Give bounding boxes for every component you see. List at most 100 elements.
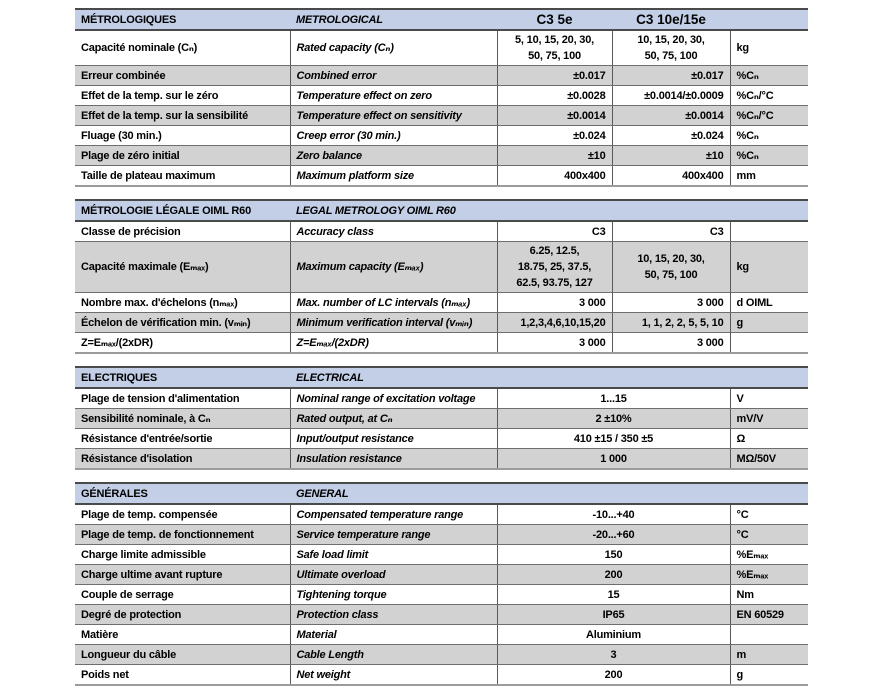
spec-row: Capacité nominale (Cₙ) Rated capacity (Cₙ… (75, 30, 808, 66)
header-unit-spacer (730, 9, 808, 31)
row-label-fr: Z=Eₘₐₓ/(2xDR) (75, 332, 291, 354)
row-unit: MΩ/50V (730, 448, 808, 470)
row-value: IP65 (497, 604, 731, 625)
spec-row: Couple de serrage Tightening torque 15 Nm (75, 584, 808, 605)
row-label-fr: Échelon de vérification min. (vₘᵢₙ) (75, 312, 291, 333)
row-label-en: Rated capacity (Cₙ) (290, 30, 498, 66)
row-label-en: Rated output, at Cₙ (290, 408, 498, 429)
row-label-fr: Capacité nominale (Cₙ) (75, 30, 291, 66)
spec-row: Z=Eₘₐₓ/(2xDR) Z=Eₘₐₓ/(2xDR) 3 000 3 000 (75, 332, 808, 354)
row-value: 3 (497, 644, 731, 665)
row-unit (730, 624, 808, 645)
row-label-en: Zero balance (290, 145, 498, 166)
spec-row: Degré de protection Protection class IP65 E… (75, 604, 808, 625)
spec-row: Effet de la temp. sur le zéro Temperature… (75, 85, 808, 106)
row-unit: mV/V (730, 408, 808, 429)
section-table-metrologie-legale: MÉTROLOGIE LÉGALE OIML R60 LEGAL METROLOG… (75, 199, 808, 354)
model-header-c3-5e: C3 5e (497, 9, 612, 31)
spec-row: Échelon de vérification min. (vₘᵢₙ) Minim… (75, 312, 808, 333)
row-label-fr: Résistance d'entrée/sortie (75, 428, 291, 449)
section-table-metrologiques: MÉTROLOGIQUES METROLOGICAL C3 5e C3 10e/15e… (75, 8, 808, 187)
row-label-en: Maximum capacity (Eₘₐₓ) (290, 241, 498, 293)
row-value-2: 3 000 (612, 332, 731, 354)
row-label-fr: Classe de précision (75, 221, 291, 242)
row-unit: °C (730, 524, 808, 545)
row-value: 150 (497, 544, 731, 565)
model-header-c3-10e-15e: C3 10e/15e (612, 9, 730, 31)
section-title-en: LEGAL METROLOGY OIML R60 (290, 200, 497, 222)
row-value-1: ±0.0028 (497, 85, 613, 106)
section-title-en: GENERAL (290, 483, 497, 505)
row-label-en: Accuracy class (290, 221, 498, 242)
row-label-fr: Capacité maximale (Eₘₐₓ) (75, 241, 291, 293)
row-label-en: Temperature effect on sensitivity (290, 105, 498, 126)
row-value-1: ±0.017 (497, 65, 613, 86)
row-value-2: ±0.0014/±0.0009 (612, 85, 731, 106)
section-title-fr: ELECTRIQUES (75, 367, 290, 389)
row-value: 200 (497, 664, 731, 686)
row-value: 410 ±15 / 350 ±5 (497, 428, 731, 449)
row-value-2: ±0.0014 (612, 105, 731, 126)
row-value-2: 10, 15, 20, 30, 50, 75, 100 (612, 30, 731, 66)
section-header-row: MÉTROLOGIQUES METROLOGICAL C3 5e C3 10e/15e (75, 9, 808, 31)
row-value-2: 1, 1, 2, 2, 5, 5, 10 (612, 312, 731, 333)
row-value-1: ±0.024 (497, 125, 613, 146)
spec-row: Taille de plateau maximum Maximum platfor… (75, 165, 808, 187)
row-label-en: Material (290, 624, 498, 645)
spec-row: Fluage (30 min.) Creep error (30 min.) ±0.… (75, 125, 808, 146)
row-label-en: Combined error (290, 65, 498, 86)
row-label-en: Net weight (290, 664, 498, 686)
row-value-1: 1,2,3,4,6,10,15,20 (497, 312, 613, 333)
row-unit: Nm (730, 584, 808, 605)
row-value-2: 3 000 (612, 292, 731, 313)
row-label-fr: Plage de tension d'alimentation (75, 388, 291, 409)
row-label-en: Z=Eₘₐₓ/(2xDR) (290, 332, 498, 354)
spec-row: Longueur du câble Cable Length 3 m (75, 644, 808, 665)
row-label-en: Tightening torque (290, 584, 498, 605)
row-unit: %Eₘₐₓ (730, 564, 808, 585)
row-value-2: ±0.024 (612, 125, 731, 146)
row-label-en: Nominal range of excitation voltage (290, 388, 498, 409)
section-title-fr: GÉNÉRALES (75, 483, 290, 505)
row-unit: %Cₙ (730, 65, 808, 86)
row-label-en: Minimum verification interval (vₘᵢₙ) (290, 312, 498, 333)
spec-row: Erreur combinée Combined error ±0.017 ±0.01… (75, 65, 808, 86)
header-spacer (497, 367, 808, 389)
row-label-fr: Degré de protection (75, 604, 291, 625)
section-title-en: METROLOGICAL (290, 9, 497, 31)
spec-row: Poids net Net weight 200 g (75, 664, 808, 686)
row-unit: °C (730, 504, 808, 525)
row-label-fr: Plage de temp. compensée (75, 504, 291, 525)
row-unit (730, 221, 808, 242)
spec-row: Sensibilité nominale, à Cₙ Rated output, … (75, 408, 808, 429)
row-label-fr: Poids net (75, 664, 291, 686)
row-unit: %Cₙ/°C (730, 85, 808, 106)
row-value: 200 (497, 564, 731, 585)
row-label-fr: Couple de serrage (75, 584, 291, 605)
row-unit: EN 60529 (730, 604, 808, 625)
section-title-fr: MÉTROLOGIE LÉGALE OIML R60 (75, 200, 290, 222)
row-value: 15 (497, 584, 731, 605)
row-unit: %Cₙ/°C (730, 105, 808, 126)
row-value-1: ±10 (497, 145, 613, 166)
row-unit: kg (730, 241, 808, 293)
row-label-fr: Fluage (30 min.) (75, 125, 291, 146)
row-value-2: ±10 (612, 145, 731, 166)
row-unit: d OIML (730, 292, 808, 313)
row-unit: g (730, 664, 808, 686)
row-unit: m (730, 644, 808, 665)
row-label-en: Compensated temperature range (290, 504, 498, 525)
row-label-en: Creep error (30 min.) (290, 125, 498, 146)
row-label-fr: Charge limite admissible (75, 544, 291, 565)
row-label-en: Service temperature range (290, 524, 498, 545)
row-unit: %Cₙ (730, 145, 808, 166)
row-value: 2 ±10% (497, 408, 731, 429)
spec-row: Résistance d'isolation Insulation resista… (75, 448, 808, 470)
row-label-en: Safe load limit (290, 544, 498, 565)
row-value: 1...15 (497, 388, 731, 409)
row-label-en: Max. number of LC intervals (nₘₐₓ) (290, 292, 498, 313)
spec-row: Plage de tension d'alimentation Nominal r… (75, 388, 808, 409)
row-label-en: Insulation resistance (290, 448, 498, 470)
row-value-1: ±0.0014 (497, 105, 613, 126)
spec-row: Nombre max. d'échelons (nₘₐₓ) Max. number… (75, 292, 808, 313)
